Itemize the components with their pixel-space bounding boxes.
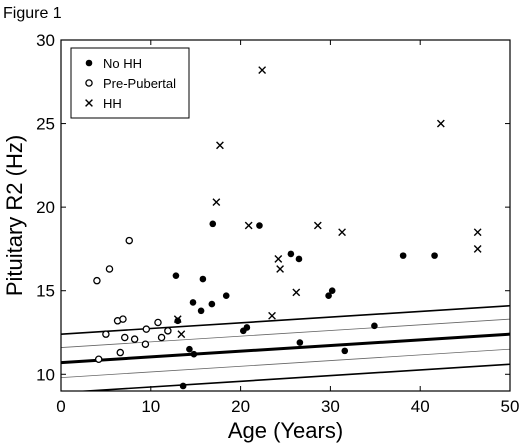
point-hh: [313, 221, 322, 230]
point-no-hh: [186, 345, 193, 353]
point-no-hh: [174, 317, 182, 325]
point-no-hh: [328, 287, 336, 295]
reference-line-thin-gray: [61, 348, 510, 379]
reference-line-thick: [61, 332, 510, 365]
y-tick-label: 15: [36, 282, 55, 301]
point-pre-pubertal: [94, 355, 103, 363]
point-no-hh: [179, 382, 187, 390]
reference-line-thin-gray: [61, 318, 510, 348]
x-tick-label: 30: [321, 397, 340, 416]
x-axis-ticks: 0 10 20 30 40 50: [56, 40, 519, 416]
point-no-hh: [222, 292, 230, 300]
point-pre-pubertal: [125, 236, 133, 245]
legend-marker: [85, 99, 93, 107]
point-hh: [212, 198, 221, 207]
reference-line-medium: [61, 304, 510, 335]
point-hh: [338, 228, 346, 237]
point-hh: [258, 66, 267, 74]
point-no-hh: [371, 322, 378, 330]
figure-label: Figure 1: [3, 5, 62, 22]
point-no-hh: [325, 292, 332, 300]
point-no-hh: [197, 307, 205, 315]
point-hh: [274, 255, 283, 263]
x-tick-label: 50: [501, 397, 520, 416]
reference-lines: [61, 304, 510, 391]
point-pre-pubertal: [164, 327, 172, 335]
y-axis-title: Pituitary R2 (Hz): [2, 135, 27, 296]
legend-label: HH: [103, 96, 122, 111]
data-points: [93, 66, 482, 390]
point-no-hh: [256, 222, 263, 229]
y-tick-label: 25: [36, 115, 55, 134]
point-no-hh: [209, 220, 217, 228]
point-no-hh: [341, 347, 349, 355]
point-no-hh: [287, 250, 295, 258]
point-no-hh: [199, 275, 207, 283]
y-axis-ticks: 10 15 20 25 30: [36, 31, 510, 384]
point-hh: [177, 330, 186, 339]
point-pre-pubertal: [154, 318, 162, 327]
point-pre-pubertal: [119, 315, 127, 323]
point-hh: [216, 141, 224, 150]
legend-label: No HH: [103, 56, 142, 71]
reference-line-medium: [74, 363, 510, 391]
point-hh: [173, 315, 182, 324]
legend-marker: [85, 59, 93, 67]
x-tick-label: 20: [231, 397, 250, 416]
point-no-hh: [189, 299, 197, 306]
point-no-hh: [208, 300, 216, 308]
x-tick-label: 0: [56, 397, 65, 416]
point-hh: [292, 288, 301, 297]
x-tick-label: 40: [411, 397, 430, 416]
point-pre-pubertal: [142, 325, 151, 333]
point-pre-pubertal: [130, 335, 139, 343]
point-pre-pubertal: [116, 348, 125, 357]
point-hh: [268, 311, 276, 320]
point-no-hh: [431, 252, 438, 259]
point-pre-pubertal: [93, 276, 101, 285]
point-pre-pubertal: [102, 330, 110, 338]
point-pre-pubertal: [141, 340, 150, 348]
y-tick-label: 20: [36, 198, 55, 217]
y-tick-label: 30: [36, 31, 55, 50]
y-tick-label: 10: [36, 365, 55, 384]
point-hh: [436, 119, 445, 128]
point-pre-pubertal: [121, 333, 129, 342]
legend-marker: [85, 79, 93, 87]
axes-frame: [60, 39, 511, 392]
x-tick-label: 10: [141, 397, 160, 416]
legend: No HH Pre-Pubertal HH: [70, 47, 190, 119]
point-no-hh: [190, 350, 198, 358]
point-hh: [473, 228, 482, 237]
legend-label: Pre-Pubertal: [103, 76, 176, 91]
point-no-hh: [172, 272, 180, 279]
point-no-hh: [399, 252, 407, 259]
point-hh: [244, 221, 253, 230]
point-hh: [473, 245, 482, 253]
point-hh: [276, 265, 285, 273]
x-axis-title: Age (Years): [228, 418, 343, 443]
point-pre-pubertal: [157, 333, 166, 342]
point-no-hh: [243, 324, 251, 331]
point-no-hh: [295, 255, 303, 263]
point-no-hh: [296, 339, 304, 346]
point-pre-pubertal: [105, 265, 114, 273]
